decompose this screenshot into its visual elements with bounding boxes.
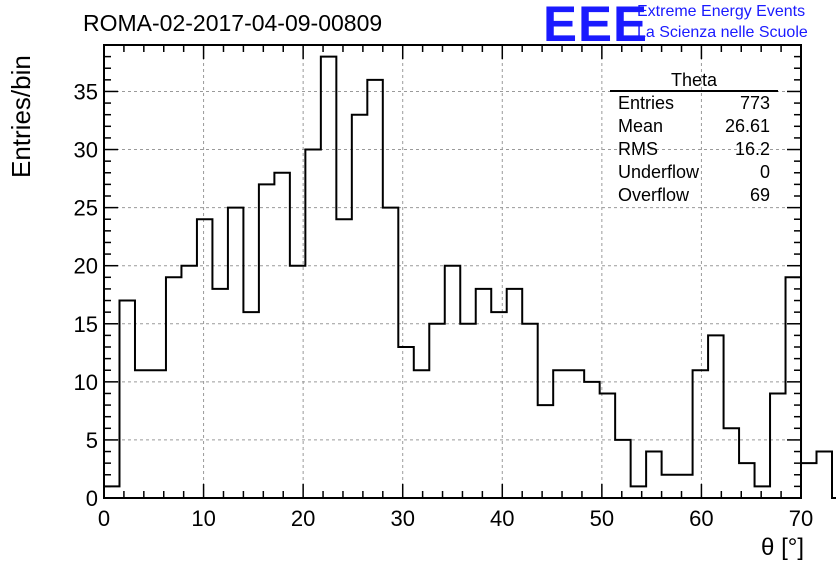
histogram-bin <box>693 370 708 498</box>
histogram-bin <box>801 463 816 498</box>
stats-row-overflow: Overflow 69 <box>610 184 778 207</box>
histogram-bin <box>119 301 134 498</box>
histogram-bin <box>817 452 832 498</box>
histogram-bin <box>770 393 785 498</box>
y-tick-label: 10 <box>74 370 98 395</box>
stats-label: RMS <box>618 139 658 159</box>
histogram-bin <box>460 324 475 498</box>
histogram-bin <box>600 393 615 498</box>
histogram-bin <box>197 219 212 498</box>
stats-label: Mean <box>618 116 664 136</box>
histogram-bin <box>259 184 274 498</box>
stats-row-rms: RMS 16.2 <box>610 138 778 161</box>
stats-label: Overflow <box>618 185 690 205</box>
histogram-bin <box>522 324 537 498</box>
histogram-bin <box>662 475 677 498</box>
histogram-step-line <box>103 55 836 499</box>
histogram-bin <box>677 475 692 498</box>
histogram-bin <box>553 370 568 498</box>
stats-value: 0 <box>759 162 770 182</box>
histogram-bin <box>538 405 553 498</box>
histogram-bin <box>150 370 165 498</box>
stats-value: 773 <box>739 93 770 113</box>
stats-label: Entries <box>618 93 675 113</box>
histogram-bin <box>491 312 506 498</box>
stats-value: 69 <box>749 185 770 205</box>
y-tick-label: 35 <box>74 79 98 104</box>
histogram-bin <box>786 277 801 498</box>
histogram-bin <box>336 219 351 498</box>
histogram-bin <box>615 440 630 498</box>
y-tick-label: 20 <box>74 254 98 279</box>
histogram-bin <box>305 150 320 498</box>
stats-box-title: Theta <box>610 70 778 92</box>
histogram-bin <box>321 57 336 498</box>
y-tick-label: 30 <box>74 138 98 163</box>
x-tick-label: 40 <box>490 506 514 531</box>
histogram-bin <box>507 289 522 498</box>
stats-row-mean: Mean 26.61 <box>610 115 778 138</box>
histogram-bin <box>274 173 289 498</box>
y-tick-label: 15 <box>74 312 98 337</box>
logo-line-2: La Scienza nelle Scuole <box>637 24 808 41</box>
histogram-bin <box>135 370 150 498</box>
x-tick-label: 70 <box>789 506 813 531</box>
histogram-bin <box>569 370 584 498</box>
histogram-bin <box>755 486 770 498</box>
histogram-bin <box>724 428 739 498</box>
histogram-bin <box>104 486 119 498</box>
stats-box: Theta Entries 773 Mean 26.61 RMS 16.2 Un… <box>610 70 778 207</box>
histogram-bin <box>429 324 444 498</box>
histogram-bin <box>243 312 258 498</box>
stats-row-entries: Entries 773 <box>610 92 778 115</box>
stats-row-underflow: Underflow 0 <box>610 161 778 184</box>
x-axis-label: θ [°] <box>761 534 804 561</box>
histogram-bin <box>398 347 413 498</box>
logo-line-1: Extreme Energy Events <box>637 3 806 20</box>
histogram-bin <box>228 208 243 498</box>
x-tick-label: 30 <box>390 506 414 531</box>
chart-title: ROMA-02-2017-04-09-00809 <box>83 10 383 36</box>
histogram-bin <box>708 335 723 498</box>
y-tick-label: 0 <box>86 486 98 511</box>
y-tick-label: 5 <box>86 428 98 453</box>
histogram-bin <box>352 115 367 498</box>
histogram-bin <box>631 486 646 498</box>
x-tick-label: 60 <box>689 506 713 531</box>
x-tick-label: 20 <box>291 506 315 531</box>
histogram-bin <box>367 80 382 498</box>
histogram-bin <box>383 208 398 498</box>
stats-label: Underflow <box>618 162 700 182</box>
histogram-bin <box>212 289 227 498</box>
y-axis-label: Entries/bin <box>6 55 36 178</box>
eee-logo: EEE <box>542 0 649 52</box>
x-tick-label: 0 <box>98 506 110 531</box>
histogram-bin <box>476 289 491 498</box>
histogram-bin <box>414 370 429 498</box>
stats-value: 26.61 <box>724 116 770 136</box>
x-tick-label: 10 <box>191 506 215 531</box>
y-tick-label: 25 <box>74 196 98 221</box>
histogram-bin <box>166 277 181 498</box>
x-tick-label: 50 <box>590 506 614 531</box>
histogram-bin <box>646 452 661 498</box>
stats-value: 16.2 <box>734 139 770 159</box>
plot-frame <box>103 44 802 499</box>
